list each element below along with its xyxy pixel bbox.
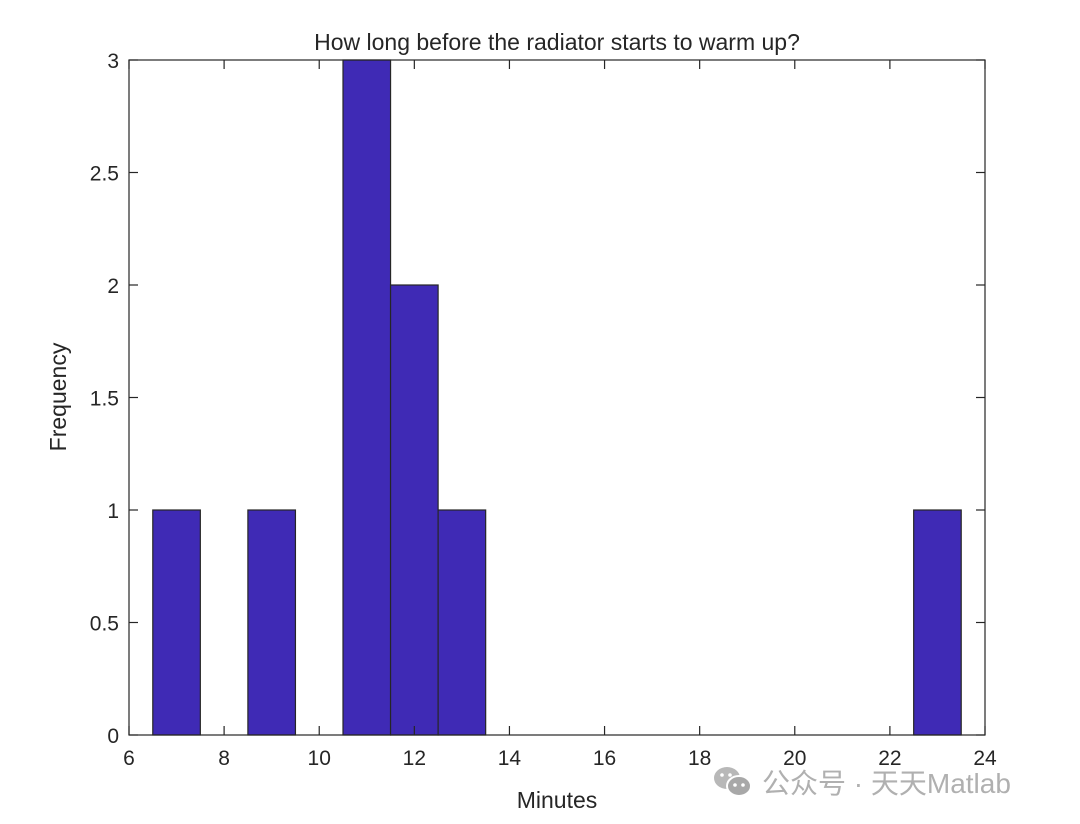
x-tick-label: 18: [688, 747, 711, 770]
x-tick-label: 22: [878, 747, 901, 770]
x-tick-label: 12: [403, 747, 426, 770]
x-tick-label: 8: [218, 747, 230, 770]
x-tick-label: 10: [308, 747, 331, 770]
histogram-bar: [437, 509, 487, 736]
histogram-bar: [913, 509, 962, 736]
y-tick-label: 2: [107, 275, 119, 298]
chart-title: How long before the radiator starts to w…: [314, 29, 800, 55]
x-tick-label: 20: [783, 747, 806, 770]
y-tick-label: 1: [107, 500, 119, 523]
y-tick-label: 0.5: [90, 613, 119, 636]
x-tick-label: 24: [973, 747, 997, 770]
histogram-bar: [389, 284, 439, 736]
y-tick-label: 2.5: [90, 163, 119, 186]
histogram-bar: [152, 509, 201, 736]
y-tick-label: 3: [107, 50, 119, 73]
watermark-text: 公众号 · 天天Matlab: [762, 768, 1011, 799]
histogram-bar: [247, 509, 297, 736]
histogram-bar: [342, 59, 392, 736]
y-axis-label: Frequency: [45, 342, 71, 451]
x-tick-label: 14: [498, 747, 522, 770]
x-tick-label: 6: [123, 747, 135, 770]
y-tick-label: 1.5: [90, 388, 119, 411]
wechat-icon: [714, 767, 752, 797]
watermark: 公众号 · 天天Matlab: [712, 762, 1011, 802]
x-tick-label: 16: [593, 747, 616, 770]
y-tick-label: 0: [107, 725, 119, 748]
x-axis-label: Minutes: [517, 787, 598, 813]
